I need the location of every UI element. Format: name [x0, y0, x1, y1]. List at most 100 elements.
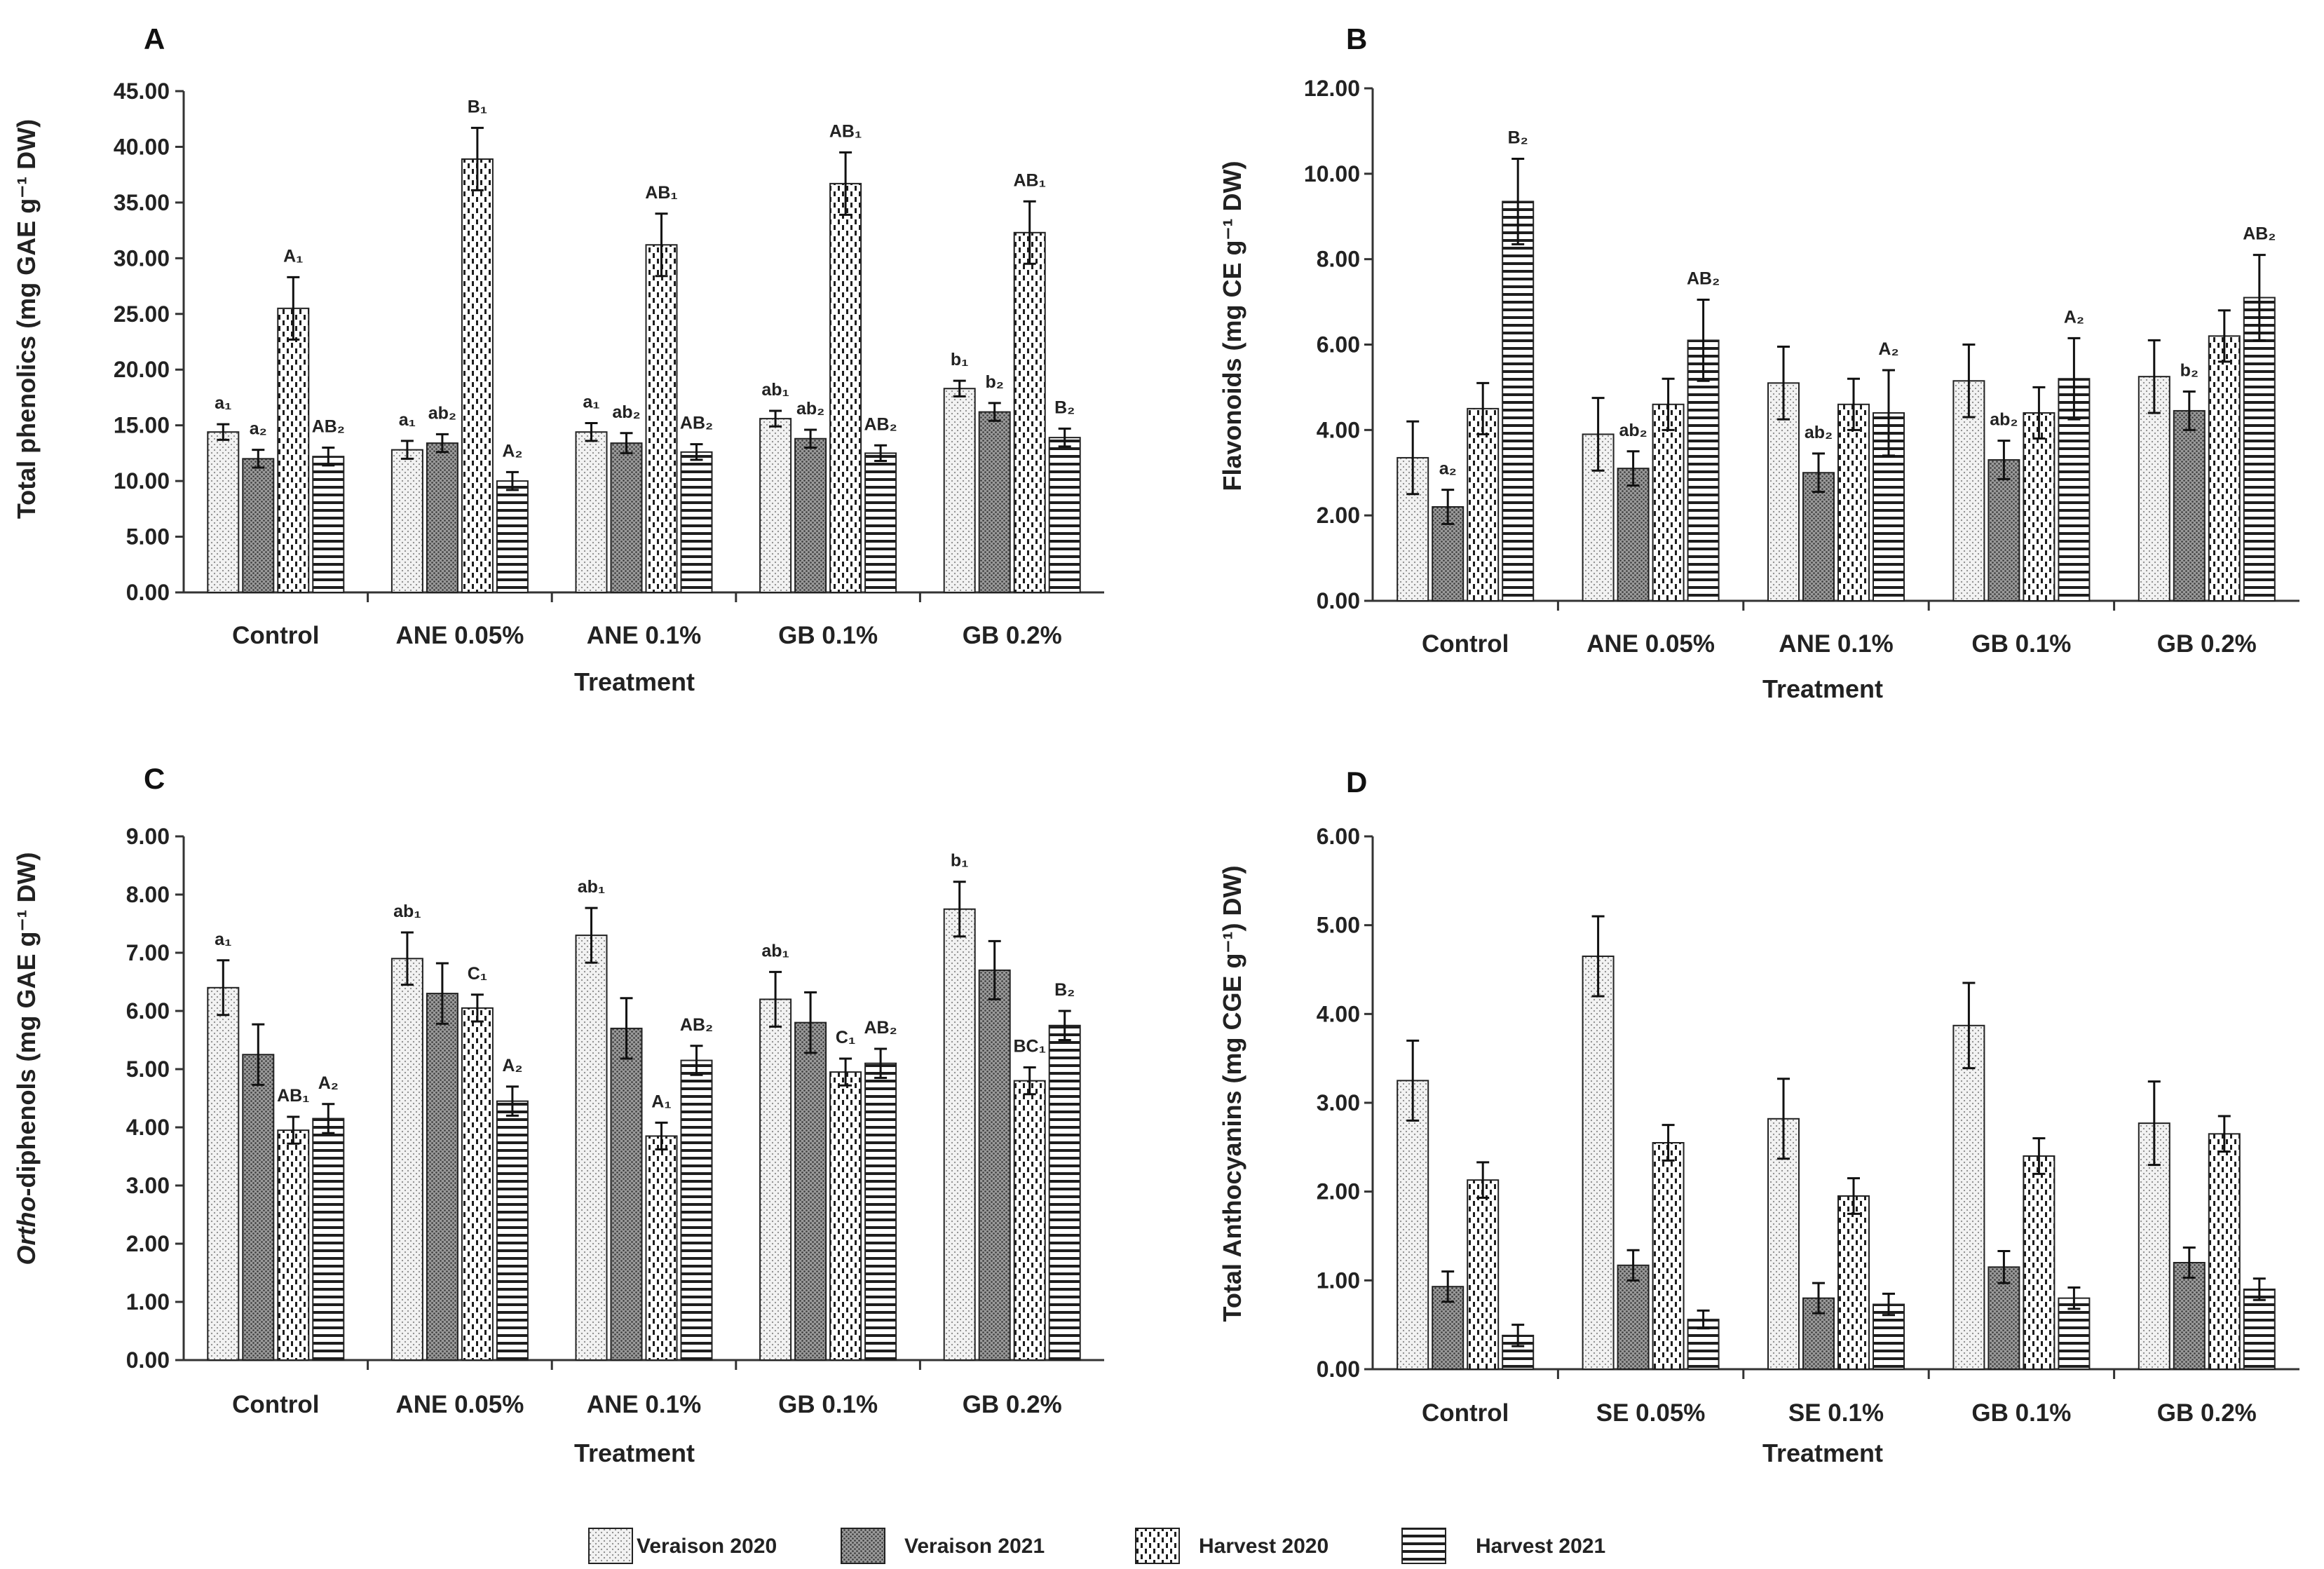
y-tick-label: 35.00 [114, 190, 170, 215]
bar-veraison-2021-ane-0-05 [426, 442, 458, 593]
bar-veraison-2021-gb-0-2 [978, 969, 1011, 1361]
bar-harvest-2021-gb-0-2 [2243, 1289, 2276, 1370]
bar-harvest-2021-ane-0-05 [1687, 339, 1720, 602]
panel-b-chart: B 0.00 2.00 4.00 6.00 8.00 10.00 12.00 Control a… [1218, 22, 2299, 703]
bar-harvest-2021-ane-0-1 [680, 451, 713, 593]
bar-veraison-2021-control [242, 1054, 275, 1361]
significance-label: C₁ [836, 1028, 855, 1047]
y-tick-label: 4.00 [1317, 1001, 1360, 1026]
bar-veraison-2021-control [242, 458, 275, 593]
bar-harvest-2021-gb-0-1 [864, 1062, 897, 1361]
bar-harvest-2020-ane-0-05 [1652, 403, 1685, 602]
significance-label: A₁ [283, 246, 303, 266]
bar-veraison-2020-control [207, 986, 240, 1361]
panel-letter-b: B [1346, 22, 1367, 55]
y-tick-label: 5.00 [1317, 913, 1360, 938]
bar-harvest-2020-gb-0-2 [1013, 1080, 1046, 1361]
legend-label-veraison-2020: Veraison 2020 [637, 1535, 777, 1558]
significance-label: b₂ [2180, 361, 2199, 381]
bar-veraison-2020-gb-0-1 [1952, 1024, 1985, 1371]
significance-label: AB₂ [864, 1018, 897, 1038]
bar-veraison-2020-gb-0-1 [759, 998, 792, 1361]
bar-harvest-2020-gb-0-2 [2208, 1133, 2241, 1371]
bar-harvest-2021-ane-0-05 [496, 480, 529, 593]
x-category-label: GB 0.1% [1971, 1399, 2071, 1427]
significance-label: a₂ [1439, 459, 1457, 479]
y-tick-label: 6.00 [1317, 332, 1360, 358]
significance-label: a₁ [215, 930, 231, 949]
bar-veraison-2021-ane-0-1 [610, 1027, 643, 1361]
y-tick-label: 5.00 [126, 524, 170, 550]
panel-letter-d: D [1346, 766, 1367, 799]
y-tick-label: 0.00 [126, 1347, 170, 1373]
bar-harvest-2021-ane-0-1 [680, 1059, 713, 1361]
bar-veraison-2020-gb-0-2 [943, 908, 976, 1361]
y-tick-label: 0.00 [1317, 588, 1360, 613]
legend-swatch-harvest-2020 [1135, 1528, 1180, 1564]
bar-veraison-2021-ane-0-05 [426, 993, 458, 1361]
significance-label: b₁ [951, 350, 969, 369]
x-category-label: GB 0.2% [2157, 1399, 2257, 1427]
y-axis-title: Total Anthocyanins (mg CGE g⁻¹) DW) [1218, 866, 1246, 1322]
significance-label: A₂ [502, 1056, 522, 1075]
significance-label: ab₁ [393, 902, 421, 921]
x-category-label: Control [1422, 1399, 1509, 1427]
y-tick-label: 6.00 [126, 998, 170, 1024]
bar-harvest-2020-gb-0-2 [2208, 335, 2241, 602]
bar-veraison-2020-control [207, 431, 240, 594]
y-tick-label: 9.00 [126, 824, 170, 849]
bar-veraison-2021-ane-0-05 [1617, 468, 1650, 602]
bar-harvest-2020-se-0-05 [1652, 1142, 1685, 1370]
significance-label: A₂ [1878, 339, 1898, 359]
bar-veraison-2021-gb-0-2 [978, 411, 1011, 593]
y-tick-label: 8.00 [126, 882, 170, 907]
significance-label: AB₂ [312, 416, 345, 436]
significance-label: B₂ [1054, 398, 1075, 417]
bar-harvest-2020-gb-0-1 [829, 1071, 862, 1361]
bar-harvest-2021-gb-0-2 [2243, 297, 2276, 602]
x-category-label: GB 0.1% [1971, 630, 2071, 658]
panel-d-chart: D 0.00 1.00 2.00 3.00 4.00 5.00 6.00 Control SE … [1218, 766, 2299, 1467]
bar-harvest-2020-ane-0-05 [461, 158, 494, 593]
significance-label: b₁ [951, 851, 969, 871]
x-category-label: GB 0.1% [778, 1391, 878, 1418]
bar-veraison-2021-gb-0-1 [1987, 459, 2020, 602]
significance-label: ab₁ [761, 380, 789, 400]
significance-label: C₁ [468, 964, 487, 984]
bar-harvest-2020-gb-0-2 [1013, 231, 1046, 593]
x-category-label: ANE 0.1% [1779, 630, 1893, 658]
legend-swatch-veraison-2021 [841, 1528, 885, 1564]
y-tick-label: 3.00 [126, 1173, 170, 1198]
bar-harvest-2020-ane-0-1 [645, 1135, 678, 1361]
bar-harvest-2021-gb-0-2 [1048, 437, 1081, 594]
significance-label: ab₁ [761, 941, 789, 960]
significance-label: A₂ [502, 441, 522, 461]
bar-veraison-2020-control [1397, 1080, 1429, 1371]
y-tick-label: 45.00 [114, 79, 170, 104]
significance-label: AB₂ [680, 1015, 713, 1035]
significance-label: ab₂ [1990, 410, 2018, 430]
bar-veraison-2020-se-0-05 [1582, 956, 1615, 1370]
x-category-label: GB 0.2% [963, 622, 1062, 649]
significance-label: a₁ [583, 392, 599, 412]
bar-veraison-2020-gb-0-2 [943, 388, 976, 593]
x-category-label: GB 0.2% [963, 1391, 1062, 1418]
significance-label: a₂ [250, 419, 267, 439]
significance-label: B₂ [1054, 980, 1075, 1000]
y-axis-title-italic: Ortho [12, 1196, 41, 1265]
y-tick-label: 2.00 [1317, 503, 1360, 528]
x-category-label: ANE 0.05% [395, 622, 524, 649]
y-tick-label: 30.00 [114, 245, 170, 271]
y-tick-label: 20.00 [114, 357, 170, 382]
legend-label-harvest-2020: Harvest 2020 [1199, 1535, 1329, 1558]
significance-label: A₂ [2064, 307, 2084, 327]
significance-label: ab₁ [578, 877, 606, 897]
bar-harvest-2021-gb-0-2 [1048, 1024, 1081, 1361]
x-axis-title: Treatment [574, 667, 695, 696]
significance-label: BC₁ [1013, 1037, 1045, 1057]
x-category-label: GB 0.2% [2157, 630, 2257, 658]
significance-label: ab₂ [796, 399, 824, 419]
x-category-label: GB 0.1% [778, 622, 878, 649]
legend-item-harvest-2021: Harvest 2021 [1401, 1528, 1605, 1564]
y-axis-title: Total phenolics (mg GAE g⁻¹ DW) [12, 119, 41, 519]
